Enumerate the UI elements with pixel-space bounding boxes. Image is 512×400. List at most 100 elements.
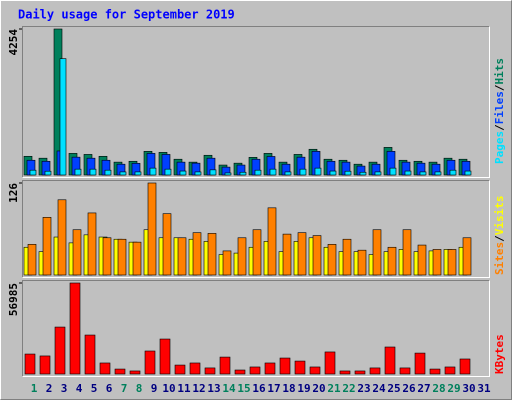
bar — [387, 246, 397, 276]
x-tick-label: 21 — [327, 382, 341, 395]
panel-bevel — [22, 26, 490, 178]
bar — [309, 366, 321, 375]
x-tick-label: 15 — [237, 382, 250, 395]
bar — [89, 168, 97, 176]
bar — [144, 350, 156, 375]
legend-entry: KBytes — [493, 334, 506, 374]
bar — [434, 171, 442, 176]
x-tick-label: 23 — [357, 382, 370, 395]
bar — [254, 169, 262, 176]
legend-separator: / — [493, 235, 506, 242]
bar — [129, 370, 141, 375]
bar — [104, 169, 112, 176]
bar — [324, 351, 336, 375]
bar — [462, 237, 472, 276]
bar — [449, 169, 457, 176]
x-tick-label: 22 — [342, 382, 355, 395]
bar — [29, 169, 37, 176]
x-tick-label: 31 — [477, 382, 491, 395]
x-tick-label: 8 — [136, 382, 143, 395]
bar — [374, 171, 382, 176]
bar — [344, 170, 352, 176]
legend: Pages/Files/Hits — [493, 58, 506, 164]
legend: Sites/Visits — [493, 196, 506, 276]
legend: KBytes — [493, 334, 506, 374]
x-tick-label: 18 — [282, 382, 295, 395]
legend-entry: Hits — [493, 58, 506, 85]
bar — [102, 237, 112, 276]
bar — [284, 171, 292, 176]
panel-bevel — [22, 280, 490, 377]
bar — [99, 362, 111, 375]
bar — [117, 238, 127, 276]
bar — [192, 232, 202, 276]
legend-entry: Pages — [493, 131, 506, 164]
bar — [149, 167, 157, 176]
bar — [72, 229, 82, 276]
bar — [282, 233, 292, 276]
bar — [369, 367, 381, 375]
bar — [59, 58, 67, 176]
bar — [114, 368, 126, 375]
bar — [164, 168, 172, 176]
bar — [159, 338, 171, 375]
bar — [444, 366, 456, 375]
bar — [327, 244, 337, 276]
x-tick-label: 3 — [61, 382, 68, 395]
bar — [354, 370, 366, 375]
x-tick-label: 4 — [76, 382, 83, 395]
bar — [69, 282, 81, 375]
legend-separator: / — [493, 124, 506, 131]
bar — [194, 171, 202, 176]
bar — [162, 213, 172, 276]
bar — [222, 250, 232, 276]
bar — [342, 238, 352, 276]
bar — [147, 182, 157, 276]
bar — [459, 358, 471, 375]
x-tick-label: 6 — [106, 382, 113, 395]
x-tick-label: 11 — [177, 382, 191, 395]
bar — [57, 199, 67, 276]
bar — [464, 170, 472, 176]
panel-bevel — [22, 180, 490, 278]
bar — [207, 233, 217, 276]
bar — [134, 171, 142, 176]
bar — [87, 212, 97, 276]
bar — [384, 346, 396, 375]
x-tick-label: 12 — [192, 382, 205, 395]
panel — [22, 280, 490, 377]
x-tick-label: 2 — [46, 382, 53, 395]
x-tick-label: 29 — [447, 382, 460, 395]
x-tick-label: 30 — [462, 382, 475, 395]
panel-bevel — [22, 26, 490, 178]
x-tick-label: 14 — [222, 382, 236, 395]
bar — [252, 229, 262, 276]
bar — [417, 244, 427, 276]
bar — [119, 171, 127, 176]
bar — [44, 170, 52, 176]
bar — [297, 232, 307, 276]
x-tick-label: 28 — [432, 382, 445, 395]
bar — [224, 172, 232, 176]
bar — [204, 367, 216, 375]
bar — [132, 241, 142, 276]
bar — [39, 355, 51, 375]
x-tick-label: 9 — [151, 382, 158, 395]
bar — [267, 207, 277, 276]
y-tick-label: 4254 — [7, 29, 20, 56]
x-tick-label: 26 — [402, 382, 416, 395]
y-tick-label: 126 — [7, 183, 20, 203]
bar — [429, 368, 441, 375]
x-tick-label: 16 — [252, 382, 266, 395]
bar — [399, 367, 411, 375]
x-tick-label: 13 — [207, 382, 220, 395]
chart-title: Daily usage for September 2019 — [18, 8, 235, 22]
bar — [234, 369, 246, 375]
bar — [189, 362, 201, 375]
bar — [219, 356, 231, 375]
bar — [177, 237, 187, 276]
x-tick-label: 20 — [312, 382, 325, 395]
x-tick-label: 7 — [121, 382, 128, 395]
x-tick-label: 27 — [417, 382, 430, 395]
